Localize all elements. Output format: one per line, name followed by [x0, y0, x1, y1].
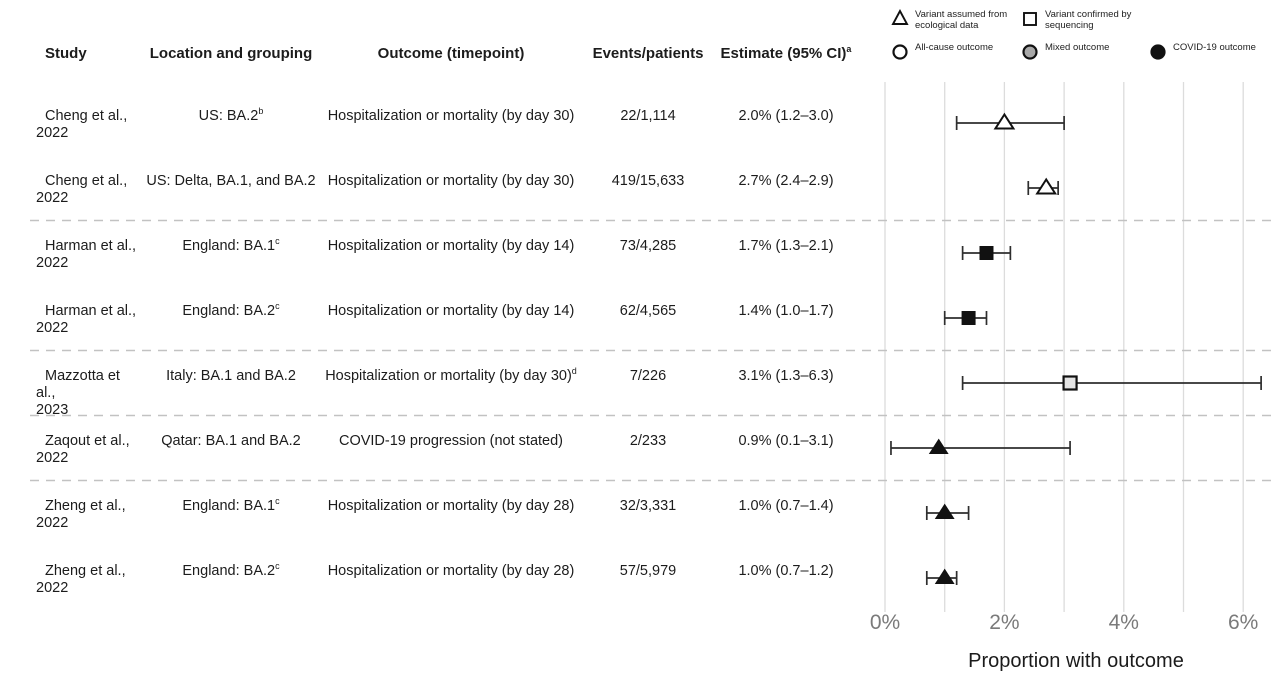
location-cell: Italy: BA.1 and BA.2 [166, 368, 296, 384]
events-cell: 7/226 [629, 368, 667, 384]
x-tick-label: 0% [869, 611, 901, 634]
column-header-location: Location and grouping [149, 45, 313, 62]
outcome-cell: Hospitalization or mortality (by day 30) [327, 108, 575, 124]
study-cell: Cheng et al., 2022 [36, 173, 128, 206]
estimate-cell: 1.0% (0.7–1.4) [738, 498, 834, 514]
legend-label: Variant confirmed by sequencing [1045, 9, 1132, 31]
square-open-icon [1023, 12, 1037, 26]
events-cell: 57/5,979 [619, 563, 677, 579]
estimate-cell: 2.7% (2.4–2.9) [738, 173, 834, 189]
circle-mixed-icon [1022, 44, 1038, 60]
x-axis-title: Proportion with outcome [968, 650, 1184, 672]
estimate-cell: 2.0% (1.2–3.0) [738, 108, 834, 124]
events-cell: 32/3,331 [619, 498, 677, 514]
estimate-cell: 1.4% (1.0–1.7) [738, 303, 834, 319]
location-cell: Qatar: BA.1 and BA.2 [161, 433, 301, 449]
outcome-cell: Hospitalization or mortality (by day 14) [327, 303, 575, 319]
x-tick-label: 6% [1228, 611, 1259, 634]
location-cell: England: BA.1c [182, 496, 280, 514]
events-cell: 419/15,633 [611, 173, 685, 189]
estimate-cell: 1.0% (0.7–1.2) [738, 563, 834, 579]
location-cell: US: BA.2b [198, 106, 264, 124]
column-header-estimate: Estimate (95% CI)a [720, 44, 852, 63]
events-cell: 22/1,114 [620, 108, 676, 124]
column-header-outcome: Outcome (timepoint) [377, 45, 525, 62]
legend-item: COVID-19 outcome [1148, 41, 1256, 61]
legend-item: Variant assumed from ecological data [890, 8, 1007, 31]
legend-item: Variant confirmed by sequencing [1020, 8, 1131, 31]
location-cell: England: BA.2c [182, 561, 280, 579]
circle-open-icon [892, 44, 908, 60]
column-header-events: Events/patients [592, 45, 704, 62]
study-cell: Zheng et al., 2022 [36, 563, 126, 596]
estimate-cell: 3.1% (1.3–6.3) [738, 368, 834, 384]
triangle-open-icon [891, 8, 909, 25]
x-tick-label: 2% [989, 611, 1020, 634]
events-cell: 2/233 [629, 433, 667, 449]
outcome-cell: Hospitalization or mortality (by day 14) [327, 238, 575, 254]
outcome-cell: Hospitalization or mortality (by day 30) [327, 173, 575, 189]
legend-label: COVID-19 outcome [1173, 42, 1256, 53]
study-cell: Harman et al., 2022 [36, 303, 137, 336]
study-cell: Mazzotta et al., 2023 [36, 368, 120, 418]
estimate-cell: 1.7% (1.3–2.1) [738, 238, 834, 254]
outcome-cell: Hospitalization or mortality (by day 30)… [325, 366, 577, 384]
legend-label: Mixed outcome [1045, 42, 1110, 53]
legend-item: All-cause outcome [890, 41, 993, 61]
study-cell: Zaqout et al., 2022 [36, 433, 130, 466]
location-cell: US: Delta, BA.1, and BA.2 [146, 173, 316, 189]
legend-label: Variant assumed from ecological data [915, 9, 1008, 31]
circle-filled-icon [1150, 44, 1166, 60]
study-cell: Zheng et al., 2022 [36, 498, 126, 531]
outcome-cell: Hospitalization or mortality (by day 28) [327, 563, 575, 579]
outcome-cell: COVID-19 progression (not stated) [338, 433, 564, 449]
column-header-study: Study [45, 45, 87, 62]
legend-item: Mixed outcome [1020, 41, 1109, 61]
study-cell: Cheng et al., 2022 [36, 108, 128, 141]
location-cell: England: BA.1c [182, 236, 280, 254]
estimate-cell: 0.9% (0.1–3.1) [738, 433, 834, 449]
x-tick-label: 4% [1108, 611, 1139, 634]
legend-label: All-cause outcome [915, 42, 994, 53]
events-cell: 62/4,565 [619, 303, 677, 319]
study-cell: Harman et al., 2022 [36, 238, 137, 271]
location-cell: England: BA.2c [182, 301, 280, 319]
events-cell: 73/4,285 [619, 238, 677, 254]
outcome-cell: Hospitalization or mortality (by day 28) [327, 498, 575, 514]
